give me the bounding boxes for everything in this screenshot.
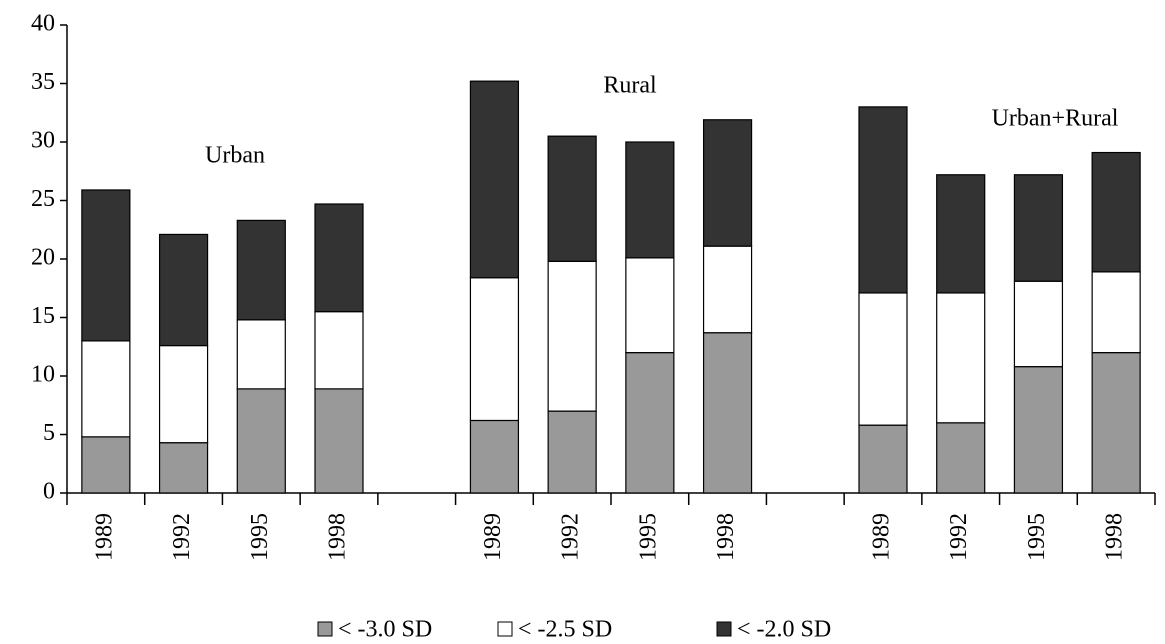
legend-label: < -2.0 SD	[737, 617, 831, 643]
bar-segment	[158, 344, 209, 444]
bar-segment	[469, 277, 520, 422]
bar-segment	[936, 174, 986, 294]
legend-label: < -3.0 SD	[338, 617, 432, 643]
bar-segment	[1091, 271, 1141, 354]
bar-segment	[858, 106, 908, 294]
x-tick-label: 1998	[325, 513, 351, 561]
legend-swatch	[497, 621, 513, 637]
bar-segment	[236, 388, 286, 494]
legend-swatch	[716, 621, 732, 637]
y-tick-label: 0	[43, 479, 55, 505]
x-tick-label: 1992	[946, 513, 972, 561]
x-tick-label: 1995	[247, 513, 273, 561]
bar-segment	[936, 422, 986, 494]
bar-segment	[547, 135, 597, 262]
bar-segment	[547, 260, 597, 412]
group-label: Rural	[603, 73, 657, 99]
bar-segment	[1091, 151, 1141, 273]
bar-segment	[314, 311, 364, 390]
bar-segment	[158, 233, 209, 347]
x-tick-label: 1995	[635, 513, 661, 561]
bar-segment	[314, 203, 364, 313]
bar-segment	[858, 292, 908, 426]
bar-segment	[702, 332, 753, 494]
bar-segment	[81, 436, 131, 494]
bar-segment	[858, 424, 908, 494]
legend-label: < -2.5 SD	[518, 617, 612, 643]
y-tick-label: 35	[31, 69, 55, 95]
bar-segment	[81, 340, 131, 438]
bar-segment	[1013, 174, 1064, 282]
bar-segment	[81, 189, 131, 342]
y-tick-label: 10	[31, 362, 55, 388]
y-tick-label: 40	[31, 11, 55, 37]
y-tick-label: 20	[31, 245, 55, 271]
x-tick-label: 1995	[1024, 513, 1050, 561]
bar-segment	[314, 388, 364, 494]
x-tick-label: 1989	[480, 513, 506, 561]
x-tick-label: 1992	[558, 513, 584, 561]
x-tick-label: 1989	[91, 513, 117, 561]
bar-segment	[702, 245, 753, 334]
legend-swatch	[317, 621, 333, 637]
bar-segment	[702, 119, 753, 247]
bar-segment	[469, 80, 520, 279]
bar-segment	[469, 419, 520, 494]
bar-segment	[625, 257, 675, 354]
y-tick-label: 25	[31, 186, 55, 212]
bar-segment	[158, 442, 209, 494]
bar-segment	[547, 410, 597, 494]
group-label: Urban	[205, 143, 265, 169]
bar-segment	[625, 141, 675, 259]
x-tick-label: 1998	[713, 513, 739, 561]
x-tick-label: 1989	[869, 513, 895, 561]
x-tick-label: 1998	[1102, 513, 1128, 561]
y-tick-label: 15	[31, 303, 55, 329]
group-label: Urban+Rural	[992, 106, 1119, 132]
x-tick-label: 1992	[169, 513, 195, 561]
bar-segment	[236, 319, 286, 390]
bar-segment	[236, 219, 286, 321]
y-tick-label: 30	[31, 128, 55, 154]
bar-segment	[1013, 366, 1064, 494]
bar-segment	[1091, 352, 1141, 494]
y-tick-label: 5	[43, 420, 55, 446]
bar-segment	[625, 352, 675, 494]
bar-segment	[1013, 280, 1064, 368]
bar-segment	[936, 292, 986, 424]
